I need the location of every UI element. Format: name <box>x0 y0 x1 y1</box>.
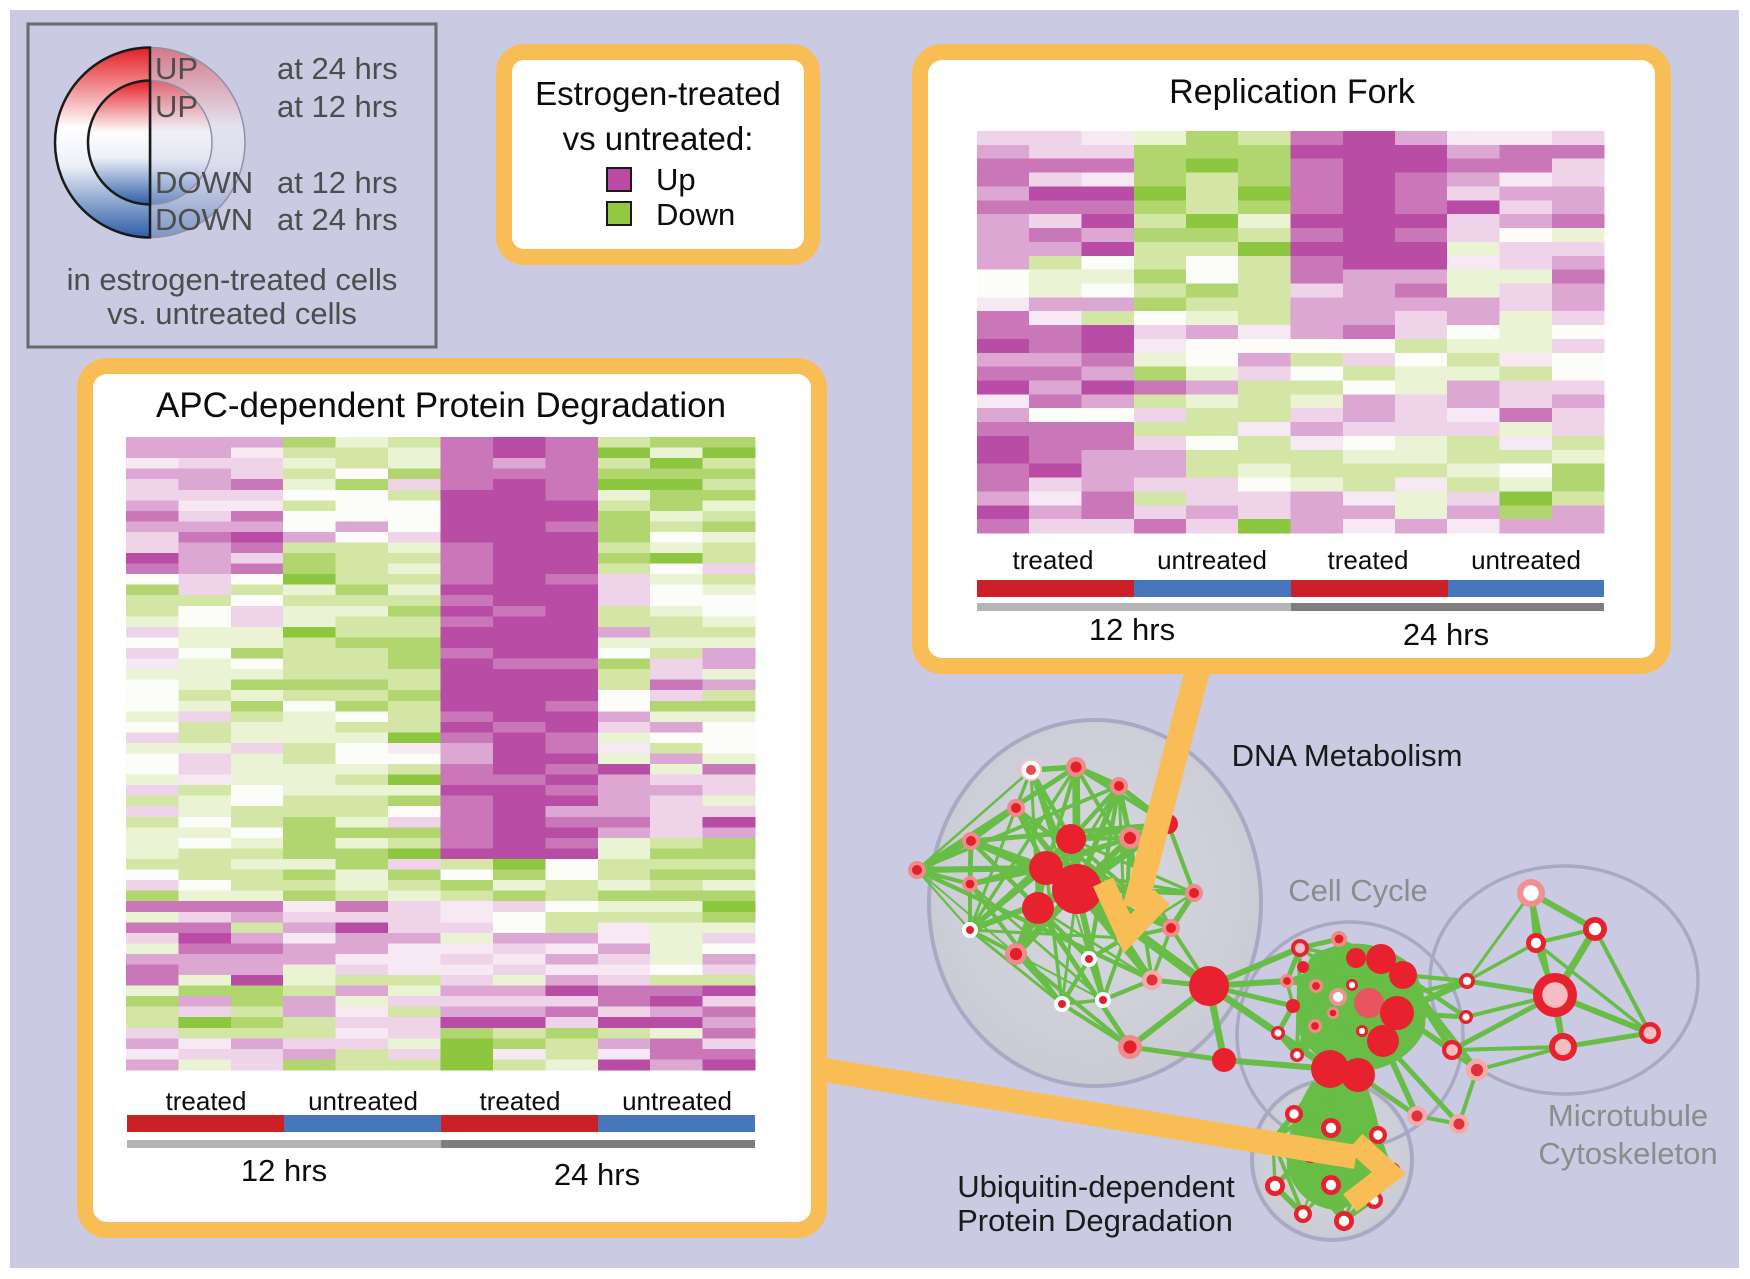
svg-text:Cell Cycle: Cell Cycle <box>1288 873 1428 908</box>
svg-text:in estrogen-treated cells: in estrogen-treated cells <box>67 262 398 297</box>
svg-text:Replication Fork: Replication Fork <box>1169 73 1416 111</box>
svg-text:Down: Down <box>656 197 735 232</box>
svg-text:at 12 hrs: at 12 hrs <box>277 89 398 124</box>
svg-text:DOWN: DOWN <box>155 165 253 200</box>
svg-text:Up: Up <box>656 162 696 197</box>
svg-text:at 24 hrs: at 24 hrs <box>277 51 398 86</box>
svg-text:treated: treated <box>1328 545 1409 575</box>
svg-text:untreated: untreated <box>1157 545 1267 575</box>
svg-text:UP: UP <box>155 89 198 124</box>
svg-text:treated: treated <box>166 1086 247 1116</box>
svg-text:Protein Degradation: Protein Degradation <box>957 1203 1233 1238</box>
svg-text:untreated: untreated <box>308 1086 418 1116</box>
svg-text:Ubiquitin-dependent: Ubiquitin-dependent <box>957 1169 1235 1204</box>
svg-text:UP: UP <box>155 51 198 86</box>
svg-text:APC-dependent Protein Degradat: APC-dependent Protein Degradation <box>156 386 726 425</box>
svg-text:Microtubule: Microtubule <box>1548 1098 1708 1133</box>
svg-text:vs untreated:: vs untreated: <box>563 120 754 157</box>
svg-text:untreated: untreated <box>1471 545 1581 575</box>
svg-text:24 hrs: 24 hrs <box>1403 617 1489 652</box>
svg-text:at 12 hrs: at 12 hrs <box>277 165 398 200</box>
svg-text:Cytoskeleton: Cytoskeleton <box>1538 1136 1717 1171</box>
svg-text:Estrogen-treated: Estrogen-treated <box>535 75 781 112</box>
svg-text:DNA Metabolism: DNA Metabolism <box>1232 738 1463 773</box>
svg-text:12 hrs: 12 hrs <box>241 1153 327 1188</box>
svg-text:vs. untreated cells: vs. untreated cells <box>107 296 357 331</box>
svg-text:24 hrs: 24 hrs <box>554 1157 640 1192</box>
svg-text:treated: treated <box>480 1086 561 1116</box>
svg-text:at 24 hrs: at 24 hrs <box>277 202 398 237</box>
svg-text:12 hrs: 12 hrs <box>1089 612 1175 647</box>
svg-text:treated: treated <box>1013 545 1094 575</box>
svg-text:untreated: untreated <box>622 1086 732 1116</box>
svg-text:DOWN: DOWN <box>155 202 253 237</box>
